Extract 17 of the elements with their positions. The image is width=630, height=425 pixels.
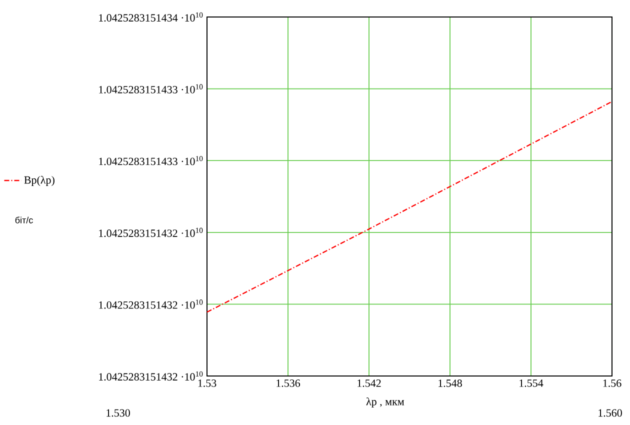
text: 1.560	[598, 409, 622, 417]
y-tick-label: 1.0425283151433 ·10$^{10}$	[99, 156, 203, 166]
x-tick-label: 1.56	[603, 380, 622, 387]
text: біт/с	[15, 216, 33, 224]
x-tick-label: 1.536	[276, 380, 300, 387]
y-tick-label: 1.0425283151432 ·10$^{10}$	[99, 300, 203, 309]
y-tick-label: 1.0425283151433 ·10$^{10}$	[99, 84, 203, 94]
x-axis-title: λp , мкм	[366, 397, 404, 408]
y-tick-label: 1.0425283151432 ·10$^{10}$	[99, 371, 203, 381]
legend-label: Bp(λp)	[24, 176, 54, 186]
x-tick-label: 1.554	[520, 380, 544, 387]
y-tick-label: 1.0425283151434 ·10$^{10}$	[99, 12, 203, 22]
x-tick-label: 1.542	[358, 380, 381, 387]
text: 1.530	[106, 409, 130, 417]
x-tick-label: 1.53	[198, 380, 216, 387]
x-tick-label: 1.548	[438, 380, 462, 387]
y-tick-label: 1.0425283151432 ·10$^{10}$	[99, 228, 203, 238]
